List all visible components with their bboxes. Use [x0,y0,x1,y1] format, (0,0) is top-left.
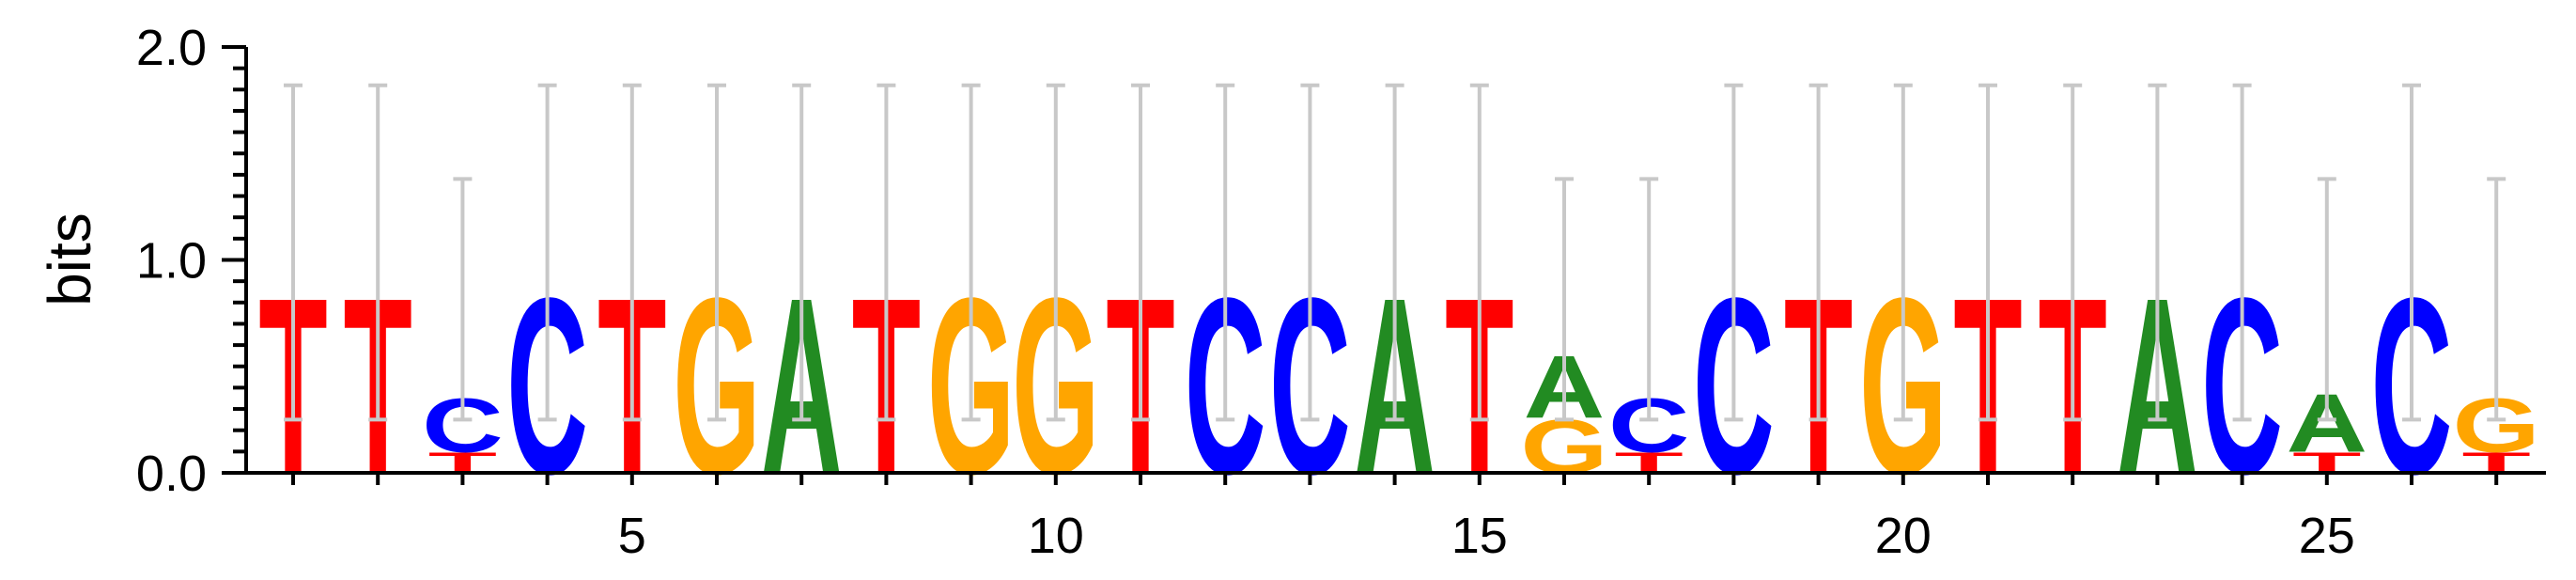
y-tick-label: 2.0 [136,20,207,76]
error-bar [1131,83,1150,422]
error-bar [284,83,303,422]
x-ticks: 5 10 15 20 25 [291,473,2499,564]
x-tick-label: 10 [1028,508,1084,564]
error-bar [2232,83,2252,422]
y-ticks: 0.0 1.0 2.0 [136,20,246,502]
error-bar [2317,177,2336,422]
y-tick-label: 0.0 [136,446,207,502]
error-bar [2148,83,2167,422]
error-bar [1893,83,1913,422]
error-bar [707,83,726,422]
error-bar [368,83,388,422]
x-tick-label: 5 [618,508,646,564]
error-bar [1216,83,1235,422]
error-bar [1639,177,1659,422]
error-bar [1724,83,1744,422]
error-bar [2402,83,2421,422]
x-tick-label: 20 [1875,508,1932,564]
x-tick-label: 25 [2299,508,2355,564]
y-axis-label: bits [36,212,103,306]
error-bar [1046,83,1065,422]
error-bar [1469,83,1489,422]
error-bar [2487,177,2506,422]
error-bar [877,83,896,422]
error-bar [622,83,642,422]
error-bar [453,177,473,422]
error-bar [1555,177,1574,422]
x-tick-label: 15 [1451,508,1508,564]
y-tick-label: 1.0 [136,233,207,290]
error-bar [1979,83,1997,422]
error-bar [792,83,812,422]
error-bar [2063,83,2083,422]
error-bar [961,83,981,422]
error-bar [1300,83,1320,422]
error-bar [537,83,557,422]
error-bar [1808,83,1828,422]
error-bar [1385,83,1404,422]
